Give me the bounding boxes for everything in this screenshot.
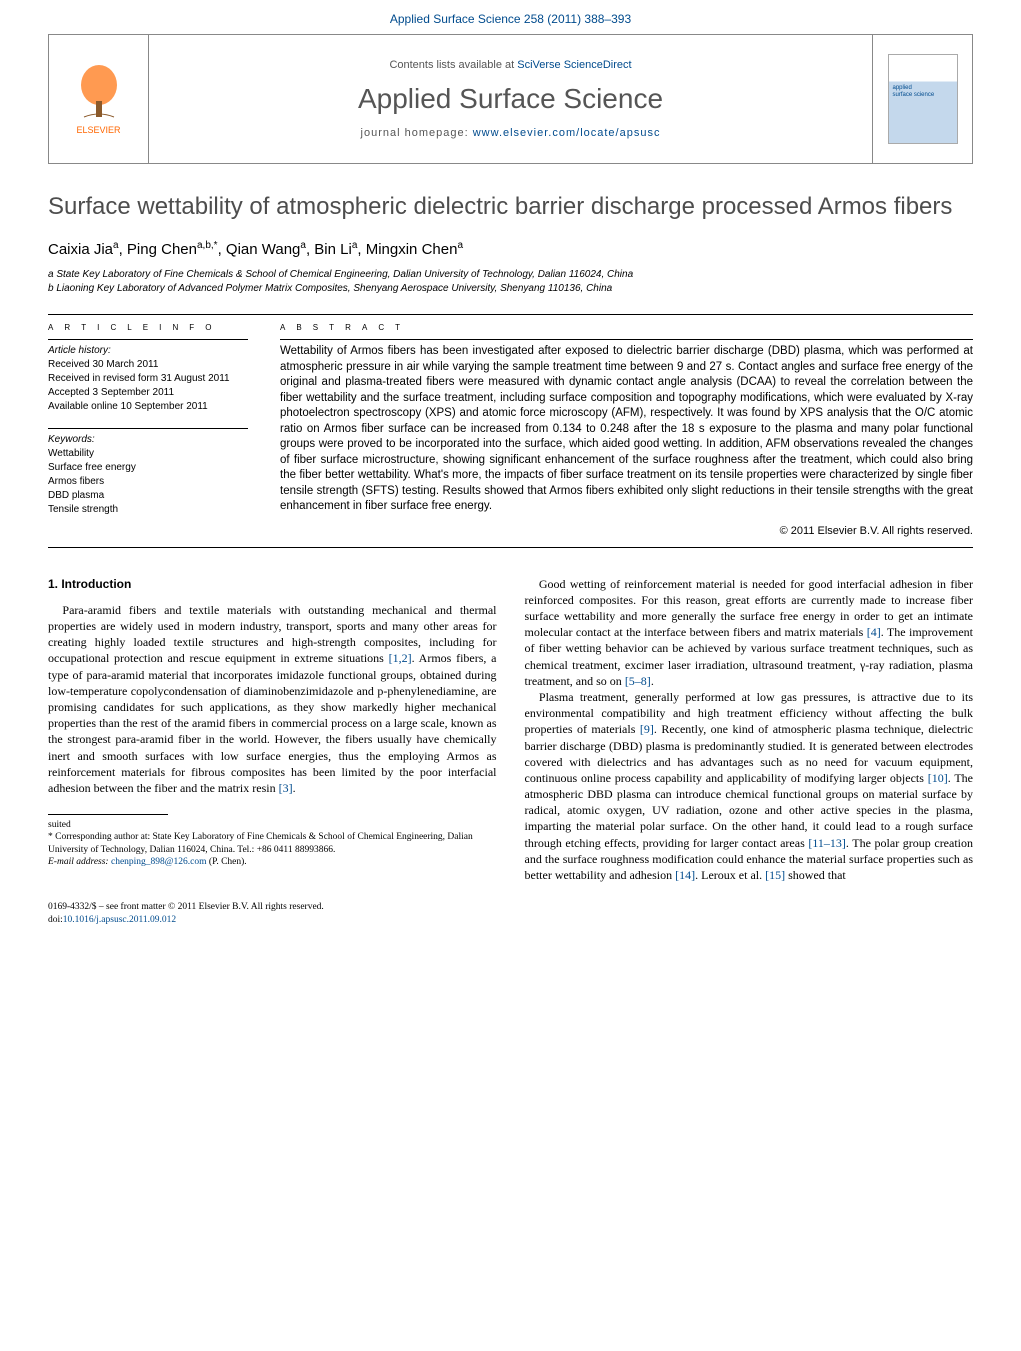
copyright-line: © 2011 Elsevier B.V. All rights reserved… [280,525,973,537]
article-info-label: a r t i c l e i n f o [48,321,248,333]
history-online: Available online 10 September 2011 [48,400,248,414]
ref-link[interactable]: [15] [765,868,785,882]
header-citation: Applied Surface Science 258 (2011) 388–3… [0,0,1021,34]
publisher-logo-box: ELSEVIER [49,35,149,163]
corresponding-author-footnote: suited * Corresponding author at: State … [48,819,497,868]
intro-para-3: Plasma treatment, generally performed at… [525,689,974,883]
corr-email-line: E-mail address: chenping_898@126.com (P.… [48,856,497,868]
body-columns: 1. Introduction Para-aramid fibers and t… [48,576,973,884]
homepage-link[interactable]: www.elsevier.com/locate/apsusc [473,127,661,139]
elsevier-logo: ELSEVIER [64,54,134,144]
keywords-block: Keywords: Wettability Surface free energ… [48,433,248,517]
ref-link[interactable]: [10] [928,771,948,785]
corr-author-text: * Corresponding author at: State Key Lab… [48,831,497,856]
journal-header: ELSEVIER Contents lists available at Sci… [48,34,973,164]
elsevier-tree-icon [74,63,124,123]
sciencedirect-link[interactable]: SciVerse ScienceDirect [517,59,631,71]
keyword: Armos fibers [48,475,248,489]
elsevier-label: ELSEVIER [76,125,120,135]
cover-label: applied surface science [893,85,953,99]
footnote-rule [48,814,168,815]
journal-name: Applied Surface Science [358,83,663,115]
keyword: Wettability [48,447,248,461]
keywords-label: Keywords: [48,433,248,447]
ref-link[interactable]: [11–13] [808,836,846,850]
history-revised: Received in revised form 31 August 2011 [48,372,248,386]
affiliations: a State Key Laboratory of Fine Chemicals… [48,268,973,296]
article-history: Article history: Received 30 March 2011 … [48,344,248,414]
rule-info [48,339,248,340]
abstract-label: a b s t r a c t [280,321,973,333]
history-received: Received 30 March 2011 [48,358,248,372]
article-info-column: a r t i c l e i n f o Article history: R… [48,321,248,537]
ref-link[interactable]: [1,2] [389,651,412,665]
affiliation-b: b Liaoning Key Laboratory of Advanced Po… [48,282,973,296]
rule-bottom [48,547,973,548]
article-title: Surface wettability of atmospheric diele… [48,192,973,222]
affiliation-a: a State Key Laboratory of Fine Chemicals… [48,268,973,282]
history-label: Article history: [48,344,248,358]
authors: Caixia Jiaa, Ping Chena,b,*, Qian Wanga,… [48,240,973,258]
homepage-prefix: journal homepage: [361,127,473,139]
bottom-meta: 0169-4332/$ – see front matter © 2011 El… [48,901,973,926]
abstract-text: Wettability of Armos fibers has been inv… [280,344,973,515]
ref-link[interactable]: [3] [279,781,293,795]
intro-heading: 1. Introduction [48,576,497,592]
cover-box: applied surface science [872,35,972,163]
journal-center: Contents lists available at SciVerse Sci… [149,35,872,163]
keyword: DBD plasma [48,489,248,503]
intro-para-1: Para-aramid fibers and textile materials… [48,602,497,796]
abstract-column: a b s t r a c t Wettability of Armos fib… [280,321,973,537]
contents-prefix: Contents lists available at [389,59,517,71]
ref-link[interactable]: [5–8] [625,674,651,688]
email-link[interactable]: chenping_898@126.com [111,857,207,867]
front-matter-line: 0169-4332/$ – see front matter © 2011 El… [48,901,973,913]
ref-link[interactable]: [4] [867,625,881,639]
keyword: Tensile strength [48,503,248,517]
keyword: Surface free energy [48,461,248,475]
history-accepted: Accepted 3 September 2011 [48,386,248,400]
ref-link[interactable]: [9] [640,722,654,736]
rule-top [48,314,973,315]
rule-keywords [48,428,248,429]
homepage-line: journal homepage: www.elsevier.com/locat… [361,127,661,139]
doi-link[interactable]: 10.1016/j.apsusc.2011.09.012 [63,915,176,925]
intro-para-2: Good wetting of reinforcement material i… [525,576,974,689]
rule-abstract [280,339,973,340]
doi-line: doi:10.1016/j.apsusc.2011.09.012 [48,914,973,926]
ref-link[interactable]: [14] [675,868,695,882]
contents-line: Contents lists available at SciVerse Sci… [389,59,631,71]
journal-cover-thumb: applied surface science [888,54,958,144]
